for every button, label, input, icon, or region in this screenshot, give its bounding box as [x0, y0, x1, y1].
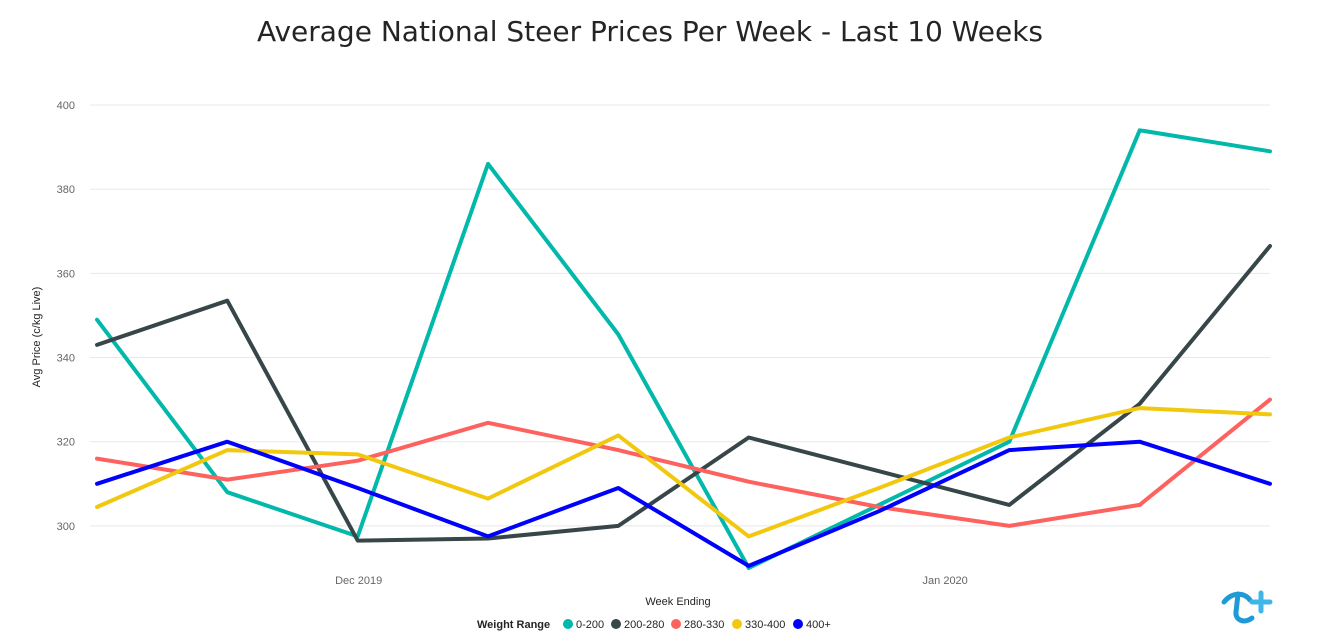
legend-marker [611, 619, 621, 629]
y-axis-ticks: 300 320 340 360 380 400 [57, 100, 75, 533]
legend-item-label: 400+ [806, 619, 831, 631]
y-tick-label: 320 [57, 437, 75, 449]
series-line-0-200 [95, 128, 1272, 570]
legend-title: Weight Range [477, 619, 550, 631]
series-line-200-280 [95, 244, 1272, 543]
legend-marker [671, 619, 681, 629]
legend-marker [732, 619, 742, 629]
legend-marker [793, 619, 803, 629]
y-axis-label: Avg Price (c/kg Live) [31, 287, 43, 388]
x-axis-label: Week Ending [645, 596, 710, 608]
y-tick-label: 380 [57, 184, 75, 196]
y-tick-label: 400 [57, 100, 75, 112]
x-axis-ticks: Dec 2019 Jan 2020 [335, 575, 968, 587]
y-tick-label: 340 [57, 353, 75, 365]
y-tick-label: 360 [57, 268, 75, 280]
y-tick-label: 300 [57, 521, 75, 533]
series-line-330-400 [95, 406, 1272, 539]
legend-marker [563, 619, 573, 629]
grid-layer [90, 104, 1270, 527]
series-layer [95, 128, 1272, 570]
x-tick-label: Jan 2020 [923, 575, 968, 587]
chart-title: Average National Steer Prices Per Week -… [257, 15, 1043, 48]
series-line-280-330 [95, 397, 1272, 528]
series-line-400+ [95, 439, 1272, 568]
legend: Weight Range 0-200 200-280 280-330 330-400 4… [477, 619, 831, 631]
legend-item-label: 330-400 [745, 619, 785, 631]
x-tick-label: Dec 2019 [335, 575, 382, 587]
legend-item-label: 280-330 [684, 619, 724, 631]
legend-item-label: 0-200 [576, 619, 604, 631]
logo-icon [1221, 590, 1273, 624]
legend-item-label: 200-280 [624, 619, 664, 631]
